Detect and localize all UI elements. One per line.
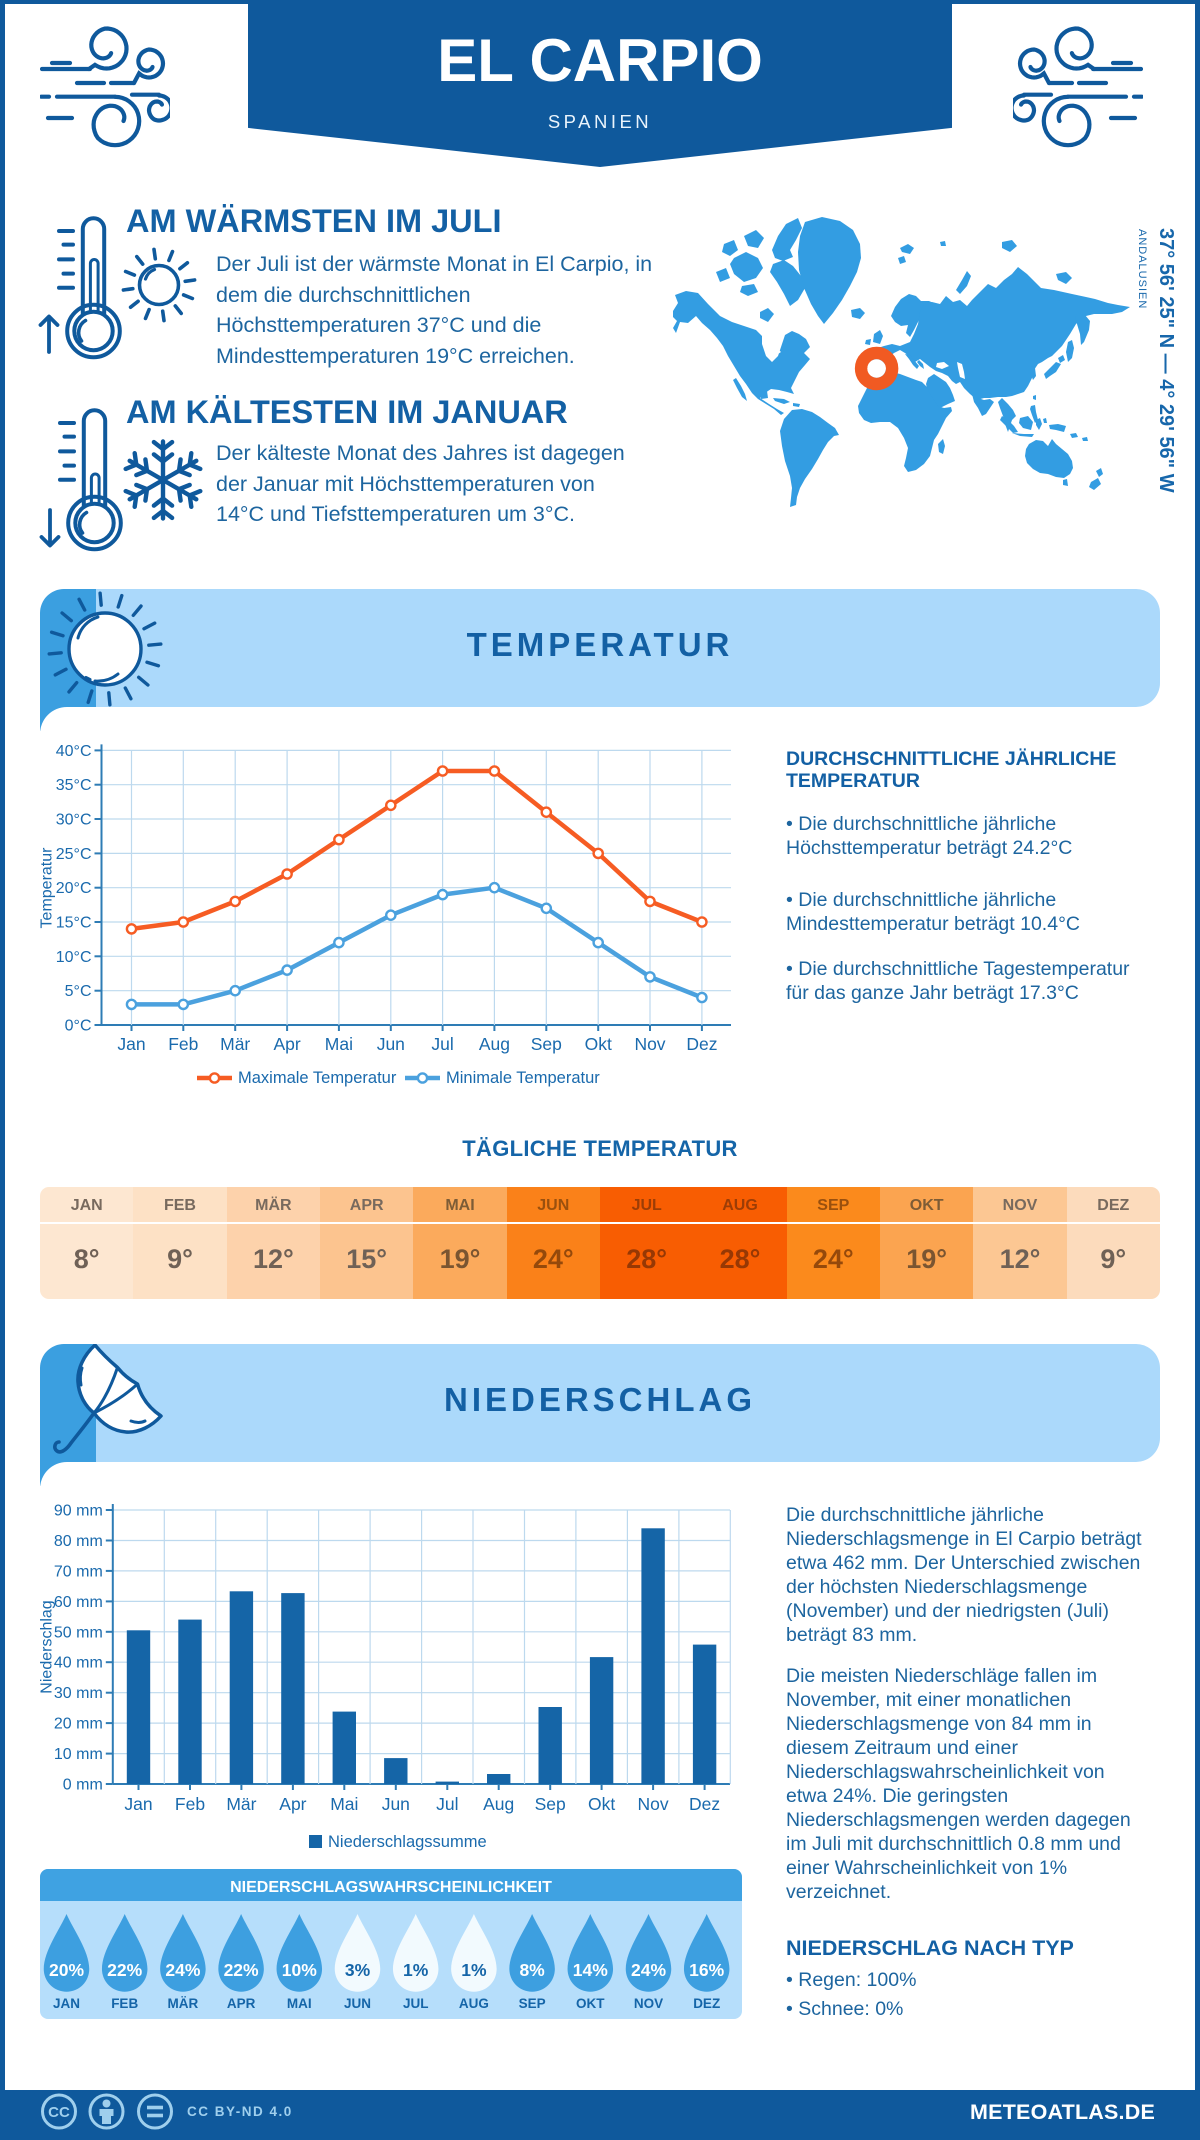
svg-text:22%: 22% bbox=[107, 1960, 142, 1980]
svg-text:NOV: NOV bbox=[634, 1996, 663, 2011]
svg-text:5°C: 5°C bbox=[65, 983, 92, 1000]
svg-text:MÄR: MÄR bbox=[168, 1996, 199, 2011]
svg-text:Mai: Mai bbox=[330, 1794, 358, 1814]
svg-text:JAN: JAN bbox=[53, 1996, 80, 2011]
svg-text:Jan: Jan bbox=[124, 1794, 152, 1814]
svg-text:SEP: SEP bbox=[519, 1996, 546, 2011]
svg-text:OKT: OKT bbox=[576, 1996, 605, 2011]
svg-text:1%: 1% bbox=[403, 1960, 429, 1980]
svg-text:22%: 22% bbox=[224, 1960, 259, 1980]
svg-text:JUL: JUL bbox=[403, 1996, 429, 2011]
svg-text:1%: 1% bbox=[461, 1960, 487, 1980]
svg-text:Feb: Feb bbox=[175, 1794, 205, 1814]
svg-text:90 mm: 90 mm bbox=[54, 1503, 103, 1520]
svg-text:Nov: Nov bbox=[638, 1794, 669, 1814]
svg-text:80 mm: 80 mm bbox=[54, 1533, 103, 1550]
svg-text:DEZ: DEZ bbox=[693, 1996, 720, 2011]
svg-text:MAI: MAI bbox=[287, 1996, 312, 2011]
svg-text:8%: 8% bbox=[519, 1960, 545, 1980]
svg-text:FEB: FEB bbox=[111, 1996, 138, 2011]
svg-text:50 mm: 50 mm bbox=[54, 1624, 103, 1641]
svg-text:Niederschlagssumme: Niederschlagssumme bbox=[328, 1833, 487, 1851]
svg-text:Jun: Jun bbox=[382, 1794, 410, 1814]
svg-text:Jul: Jul bbox=[436, 1794, 458, 1814]
svg-text:Jun: Jun bbox=[377, 1034, 405, 1054]
svg-text:Nov: Nov bbox=[634, 1034, 665, 1054]
svg-text:Temperatur: Temperatur bbox=[40, 847, 56, 929]
svg-text:40 mm: 40 mm bbox=[54, 1655, 103, 1672]
svg-text:Apr: Apr bbox=[273, 1034, 300, 1054]
svg-text:35°C: 35°C bbox=[56, 777, 92, 794]
svg-text:24%: 24% bbox=[631, 1960, 666, 1980]
svg-text:30°C: 30°C bbox=[56, 812, 92, 829]
svg-text:20%: 20% bbox=[49, 1960, 84, 1980]
svg-text:Mai: Mai bbox=[325, 1034, 353, 1054]
svg-text:Dez: Dez bbox=[686, 1034, 717, 1054]
svg-text:TEMPERATUR: TEMPERATUR bbox=[467, 626, 734, 663]
svg-text:30 mm: 30 mm bbox=[54, 1685, 103, 1702]
svg-text:JUN: JUN bbox=[344, 1996, 371, 2011]
svg-text:15°C: 15°C bbox=[56, 915, 92, 932]
svg-text:10%: 10% bbox=[282, 1960, 317, 1980]
svg-text:NIEDERSCHLAG: NIEDERSCHLAG bbox=[444, 1381, 756, 1418]
svg-text:16%: 16% bbox=[689, 1960, 724, 1980]
svg-text:Niederschlag: Niederschlag bbox=[40, 1600, 56, 1693]
svg-text:25°C: 25°C bbox=[56, 846, 92, 863]
svg-text:Sep: Sep bbox=[535, 1794, 566, 1814]
svg-text:14%: 14% bbox=[573, 1960, 608, 1980]
svg-text:Dez: Dez bbox=[689, 1794, 720, 1814]
svg-text:20 mm: 20 mm bbox=[54, 1716, 103, 1733]
svg-text:0 mm: 0 mm bbox=[63, 1777, 103, 1794]
svg-text:Jul: Jul bbox=[431, 1034, 453, 1054]
svg-text:24%: 24% bbox=[165, 1960, 200, 1980]
svg-text:Okt: Okt bbox=[585, 1034, 612, 1054]
svg-text:Sep: Sep bbox=[531, 1034, 562, 1054]
svg-text:0°C: 0°C bbox=[65, 1018, 92, 1035]
svg-text:Jan: Jan bbox=[117, 1034, 145, 1054]
svg-text:NIEDERSCHLAGSWAHRSCHEINLICHKEI: NIEDERSCHLAGSWAHRSCHEINLICHKEIT bbox=[230, 1879, 552, 1896]
svg-text:40°C: 40°C bbox=[56, 743, 92, 760]
svg-text:Feb: Feb bbox=[168, 1034, 198, 1054]
svg-text:3%: 3% bbox=[345, 1960, 371, 1980]
svg-text:10 mm: 10 mm bbox=[54, 1746, 103, 1763]
svg-text:AUG: AUG bbox=[459, 1996, 489, 2011]
svg-text:Mär: Mär bbox=[226, 1794, 256, 1814]
svg-text:APR: APR bbox=[227, 1996, 256, 2011]
svg-text:Mär: Mär bbox=[220, 1034, 250, 1054]
svg-text:Aug: Aug bbox=[483, 1794, 514, 1814]
svg-text:Okt: Okt bbox=[588, 1794, 615, 1814]
svg-text:Aug: Aug bbox=[479, 1034, 510, 1054]
svg-text:Minimale Temperatur: Minimale Temperatur bbox=[446, 1069, 600, 1087]
svg-text:20°C: 20°C bbox=[56, 880, 92, 897]
svg-text:10°C: 10°C bbox=[56, 949, 92, 966]
svg-text:Apr: Apr bbox=[279, 1794, 306, 1814]
svg-text:60 mm: 60 mm bbox=[54, 1594, 103, 1611]
svg-text:Maximale Temperatur: Maximale Temperatur bbox=[238, 1069, 397, 1087]
svg-text:70 mm: 70 mm bbox=[54, 1563, 103, 1580]
svg-text:CC: CC bbox=[48, 2104, 70, 2121]
